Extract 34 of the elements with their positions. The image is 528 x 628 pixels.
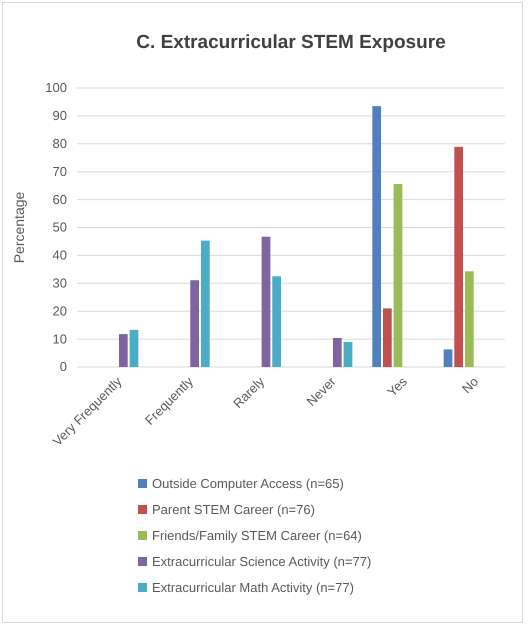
legend-label: Extracurricular Science Activity (n=77) [152, 554, 372, 569]
bar [262, 236, 270, 367]
bar [372, 106, 382, 367]
y-tick-label: 90 [52, 108, 67, 124]
bar [272, 276, 282, 367]
y-tick-label: 100 [45, 80, 67, 96]
y-tick-label: 0 [60, 359, 67, 374]
legend-label: Friends/Family STEM Career (n=64) [152, 528, 362, 543]
y-tick-label: 40 [52, 248, 67, 263]
bar [190, 280, 200, 367]
x-tick-label: Yes [384, 374, 410, 400]
bar [200, 240, 210, 367]
y-tick-label: 30 [52, 275, 67, 290]
bar [464, 271, 474, 367]
bar [444, 349, 452, 367]
legend-label: Outside Computer Access (n=65) [152, 476, 344, 491]
y-tick-label: 70 [52, 164, 67, 179]
bar [344, 342, 352, 367]
bar [118, 334, 128, 367]
y-tick-label: 80 [52, 136, 67, 151]
legend-label: Extracurricular Math Activity (n=77) [152, 580, 354, 595]
y-tick-label: 20 [52, 303, 67, 318]
bar [394, 184, 402, 367]
bar [382, 308, 392, 367]
legend-label: Parent STEM Career (n=76) [152, 502, 315, 517]
bar [130, 330, 138, 367]
bar [332, 338, 342, 367]
y-axis-title: Percentage [11, 191, 27, 264]
bar [454, 146, 464, 367]
y-tick-label: 60 [52, 192, 67, 207]
y-tick-label: 10 [52, 331, 67, 346]
chart-title: C. Extracurricular STEM Exposure [136, 32, 446, 53]
x-tick-label: No [458, 374, 482, 396]
y-tick-label: 50 [52, 220, 67, 235]
